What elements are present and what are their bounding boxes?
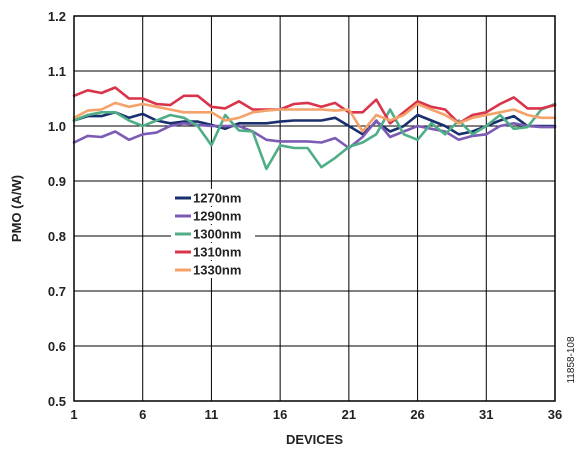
series-line-1270nm xyxy=(72,111,557,136)
legend-label: 1290nm xyxy=(193,209,241,224)
legend-background xyxy=(171,261,255,278)
y-tick-label: 0.6 xyxy=(48,339,66,354)
series-line-1290nm xyxy=(72,119,557,150)
y-tick-label: 1.2 xyxy=(48,9,66,24)
series-lines xyxy=(72,86,557,171)
x-tick-labels: 1 6 11 16 21 26 31 36 xyxy=(70,407,562,422)
y-tick-label: 1.1 xyxy=(48,64,66,79)
series-line-1300nm xyxy=(72,102,557,171)
legend-label: 1300nm xyxy=(193,227,241,242)
y-tick-label: 0.5 xyxy=(48,394,66,409)
series-line-1330nm xyxy=(72,101,557,133)
legend-background xyxy=(171,207,255,224)
legend: 1270nm 1290nm 1300nm 1310nm 1330nm xyxy=(171,189,255,278)
plot-frame xyxy=(73,15,556,402)
legend-label: 1310nm xyxy=(193,245,241,260)
x-tick-label: 16 xyxy=(273,407,287,422)
y-tick-label: 0.7 xyxy=(48,284,66,299)
grid-lines xyxy=(73,15,556,402)
x-tick-label: 36 xyxy=(548,407,562,422)
x-axis-title: DEVICES xyxy=(286,432,343,447)
y-tick-labels: 0.5 0.6 0.7 0.8 0.9 1.0 1.1 1.2 xyxy=(48,9,66,409)
y-axis-title: PMO (A/W) xyxy=(9,175,24,242)
x-tick-label: 31 xyxy=(479,407,493,422)
y-tick-label: 0.9 xyxy=(48,174,66,189)
x-tick-label: 26 xyxy=(410,407,424,422)
legend-background xyxy=(171,189,255,206)
legend-label: 1270nm xyxy=(193,191,241,206)
x-tick-label: 21 xyxy=(342,407,356,422)
legend-background xyxy=(171,225,255,242)
figure-id-label: 11858-108 xyxy=(566,336,577,384)
x-tick-label: 6 xyxy=(139,407,146,422)
legend-label: 1330nm xyxy=(193,263,241,278)
x-tick-label: 1 xyxy=(70,407,77,422)
legend-background xyxy=(171,243,255,260)
series-line-1310nm xyxy=(72,86,557,125)
y-tick-label: 1.0 xyxy=(48,119,66,134)
y-tick-label: 0.8 xyxy=(48,229,66,244)
x-tick-label: 11 xyxy=(205,407,219,422)
